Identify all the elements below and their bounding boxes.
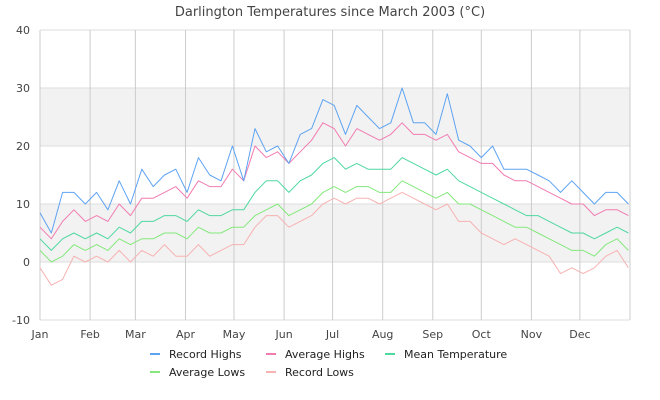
series-lines [39,87,629,286]
x-tick-label: Jun [274,328,292,341]
x-tick-label: Dec [569,328,590,341]
y-tick-label: 0 [23,256,30,269]
y-tick-label: 40 [16,24,30,37]
legend-item[interactable]: Record Highs [150,348,242,361]
series-line-average-lows [39,180,629,263]
y-tick-label: 30 [16,82,30,95]
series-line-average-highs [39,122,629,240]
legend-label: Record Lows [285,366,354,379]
x-tick-label: Apr [176,328,196,341]
series-line-record-highs [39,87,629,234]
x-tick-label: Aug [372,328,393,341]
plot-band [40,88,630,146]
x-tick-label: Jul [325,328,339,341]
series-line-mean-temperature [39,157,629,251]
legend-label: Record Highs [169,348,242,361]
x-axis: Jan Feb Mar Apr May Jun Jul Aug Sep Oct Nov Dec [31,328,591,341]
x-tick-label: Nov [521,328,543,341]
series-line-record-lows [39,191,629,286]
plot-band [40,204,630,262]
chart-title: Darlington Temperatures since March 2003… [175,5,485,20]
plot-bands [40,88,630,262]
legend-label: Mean Temperature [404,348,507,361]
legend-item[interactable]: Average Highs [266,348,365,361]
legend-label: Average Highs [285,348,365,361]
x-tick-label: Mar [125,328,146,341]
y-tick-label: 10 [16,198,30,211]
y-axis: 40 30 20 10 0 -10 [12,24,30,327]
x-tick-label: Sep [422,328,443,341]
legend-item[interactable]: Average Lows [150,366,245,379]
legend-item[interactable]: Record Lows [266,366,354,379]
x-tick-label: Jan [31,328,49,341]
y-tick-label: 20 [16,140,30,153]
x-tick-label: Feb [80,328,99,341]
x-tick-label: May [223,328,246,341]
x-tick-label: Oct [472,328,492,341]
legend-item[interactable]: Mean Temperature [385,348,507,361]
gridlines [39,29,631,321]
legend: Record Highs Average Highs Mean Temperatur… [150,348,507,379]
legend-label: Average Lows [169,366,245,379]
y-tick-label: -10 [12,314,30,327]
